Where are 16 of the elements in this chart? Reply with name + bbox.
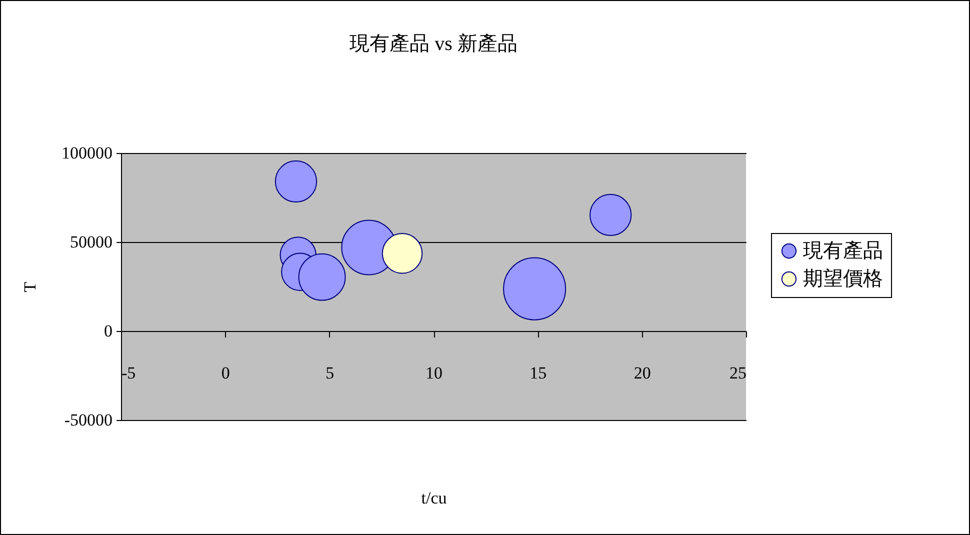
y-tick-label: 50000 [70,232,112,252]
legend-label: 期望價格 [803,268,883,290]
y-tick-label: 0 [104,322,112,340]
chart-title: 現有產品 vs 新產品 [350,33,518,55]
x-tick-label: 0 [221,364,230,382]
x-tick-label: 25 [730,364,746,382]
x-tick-label: 20 [634,364,651,382]
y-tick-label: 100000 [62,144,112,162]
x-tick-label: 10 [426,364,442,382]
legend-label: 現有產品 [803,240,883,262]
x-tick-label: 15 [530,364,547,382]
x-tick-label: 5 [326,364,334,382]
y-axis-title: T [20,281,40,292]
x-axis-title: t/cu [421,488,448,508]
x-tick-label: -5 [122,364,136,382]
y-tick-label: -50000 [64,410,112,430]
